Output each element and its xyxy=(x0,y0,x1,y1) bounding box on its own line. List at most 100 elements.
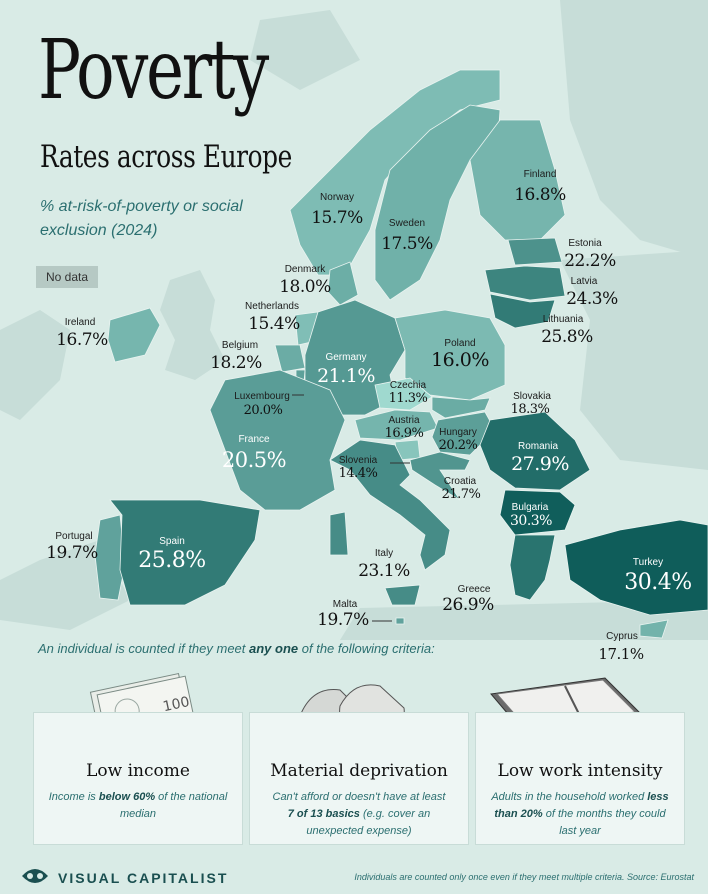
europe-map xyxy=(0,0,708,640)
country-value: 19.7% xyxy=(46,543,98,563)
panel-heading: Low work intensity xyxy=(497,761,663,781)
country-slovakia xyxy=(431,396,491,419)
country-name: Czechia xyxy=(389,380,427,391)
country-value: 18.3% xyxy=(510,402,550,417)
country-value: 30.3% xyxy=(510,513,552,529)
country-ireland xyxy=(107,307,161,363)
country-hungary xyxy=(431,411,496,456)
country-name: Italy xyxy=(374,548,394,559)
country-value: 16.9% xyxy=(384,426,424,441)
country-value: 19.7% xyxy=(317,610,369,630)
country-italy-sardinia xyxy=(329,511,349,556)
country-france xyxy=(209,369,346,511)
no-data-legend: No data xyxy=(36,266,99,288)
country-value: 20.2% xyxy=(438,438,478,453)
land-iceland xyxy=(250,10,360,90)
country-value: 25.8% xyxy=(138,548,206,573)
panel-low-work-intensity: Low work intensity Adults in the househo… xyxy=(475,712,685,845)
country-name: Romania xyxy=(517,441,559,452)
brand-name: VISUAL CAPITALIST xyxy=(58,870,229,886)
country-name: Spain xyxy=(159,536,185,547)
country-name: Greece xyxy=(457,584,491,595)
page-title: Poverty xyxy=(38,23,269,118)
land-great-britain xyxy=(160,270,225,380)
country-name: Poland xyxy=(444,338,476,349)
country-name: Ireland xyxy=(64,317,96,328)
criteria-intro: An individual is counted if they meet an… xyxy=(38,641,435,656)
country-name: Luxembourg xyxy=(234,391,290,402)
panel-description: Income is below 60% of the national medi… xyxy=(48,791,228,820)
country-value: 11.3% xyxy=(388,391,428,406)
country-turkey xyxy=(564,519,708,616)
country-poland xyxy=(394,309,506,401)
source-footnote: Individuals are counted only once even i… xyxy=(354,872,694,882)
country-name: Slovenia xyxy=(338,455,378,466)
country-name: France xyxy=(238,434,270,445)
country-finland xyxy=(469,119,566,241)
country-value: 27.9% xyxy=(511,453,569,475)
panel-material-deprivation: Material deprivation Can't afford or doe… xyxy=(249,712,469,845)
country-value: 30.4% xyxy=(624,570,692,595)
country-latvia xyxy=(484,265,566,301)
country-czechia xyxy=(374,377,433,411)
page-subtitle: Rates across Europe xyxy=(40,139,292,175)
country-value: 17.5% xyxy=(381,234,433,254)
criteria-post: of the following criteria: xyxy=(298,641,435,656)
country-name: Croatia xyxy=(443,476,477,487)
country-value: 21.1% xyxy=(317,365,375,387)
country-value: 17.1% xyxy=(598,645,644,663)
footer: VISUAL CAPITALIST Individuals are counte… xyxy=(0,858,708,894)
country-name: Latvia xyxy=(570,276,598,287)
country-value: 15.7% xyxy=(311,208,363,228)
country-name: Denmark xyxy=(284,264,326,275)
country-value: 18.2% xyxy=(210,353,262,373)
panel-description: Can't afford or doesn't have at least 7 … xyxy=(272,791,446,837)
map-description: % at-risk-of-poverty or social exclusion… xyxy=(40,198,243,239)
country-value: 26.9% xyxy=(442,595,494,615)
land-russia-north xyxy=(560,0,708,260)
country-name: Hungary xyxy=(439,427,477,438)
country-name: Malta xyxy=(332,599,358,610)
country-estonia xyxy=(507,237,563,266)
country-name: Slovakia xyxy=(513,391,551,402)
criteria-panels: Low income Income is below 60% of the na… xyxy=(33,712,685,845)
country-name: Austria xyxy=(388,415,420,426)
criteria-pre: An individual is counted if they meet xyxy=(38,641,250,656)
country-greece xyxy=(509,534,556,601)
criteria-emphasis: any one xyxy=(249,641,299,656)
country-value: 22.2% xyxy=(564,251,616,271)
country-portugal xyxy=(94,514,126,601)
country-spain xyxy=(109,499,261,606)
country-malta xyxy=(395,617,405,625)
country-name: Lithuania xyxy=(542,314,584,325)
panel-heading: Low income xyxy=(86,761,190,781)
country-value: 15.4% xyxy=(248,314,300,334)
country-lithuania xyxy=(489,293,556,329)
country-norway xyxy=(289,69,501,276)
country-name: Finland xyxy=(523,169,557,180)
country-value: 25.8% xyxy=(541,327,593,347)
country-name: Belgium xyxy=(221,340,259,351)
country-name: Bulgaria xyxy=(511,502,549,513)
country-italy xyxy=(329,439,451,571)
country-value: 18.0% xyxy=(279,277,331,297)
country-value: 20.5% xyxy=(221,448,287,472)
land-atlantic-coast xyxy=(0,310,70,420)
visual-capitalist-logo-icon xyxy=(22,869,48,883)
country-croatia xyxy=(409,451,471,501)
country-value: 21.7% xyxy=(441,487,481,502)
country-cyprus xyxy=(639,619,669,639)
country-value: 16.7% xyxy=(56,330,108,350)
land-russia-south xyxy=(560,250,708,470)
country-value: 20.0% xyxy=(243,403,283,418)
country-name: Cyprus xyxy=(606,631,638,642)
country-italy-sicily xyxy=(384,584,421,606)
land-north-africa-east xyxy=(340,600,708,640)
country-name: Norway xyxy=(320,192,354,203)
country-denmark xyxy=(327,261,359,306)
country-romania xyxy=(479,411,591,491)
country-value: 23.1% xyxy=(358,561,410,581)
panel-low-income: Low income Income is below 60% of the na… xyxy=(33,712,243,845)
country-name: Germany xyxy=(325,352,367,363)
panel-description: Adults in the household worked less than… xyxy=(491,791,669,837)
